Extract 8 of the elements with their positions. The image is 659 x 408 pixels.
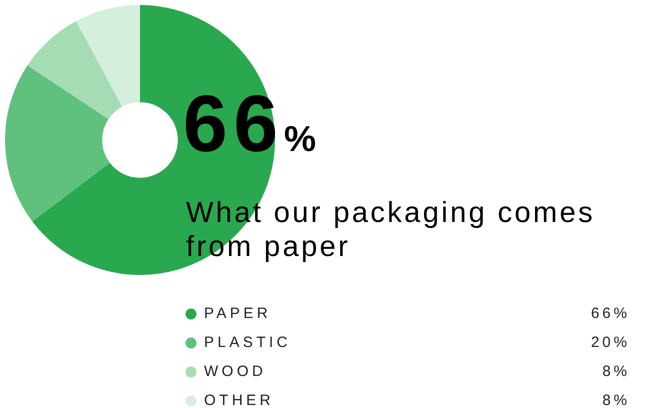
legend-label: PAPER (204, 305, 272, 322)
data-label: 66% (590, 305, 630, 322)
legend-label: WOOD (204, 363, 266, 380)
data-label: 8% (602, 392, 630, 408)
data-label: 8% (602, 363, 630, 380)
legend-label: PLASTIC (204, 334, 292, 352)
legend-label: OTHER (204, 392, 274, 408)
data-label: 20% (590, 334, 630, 352)
